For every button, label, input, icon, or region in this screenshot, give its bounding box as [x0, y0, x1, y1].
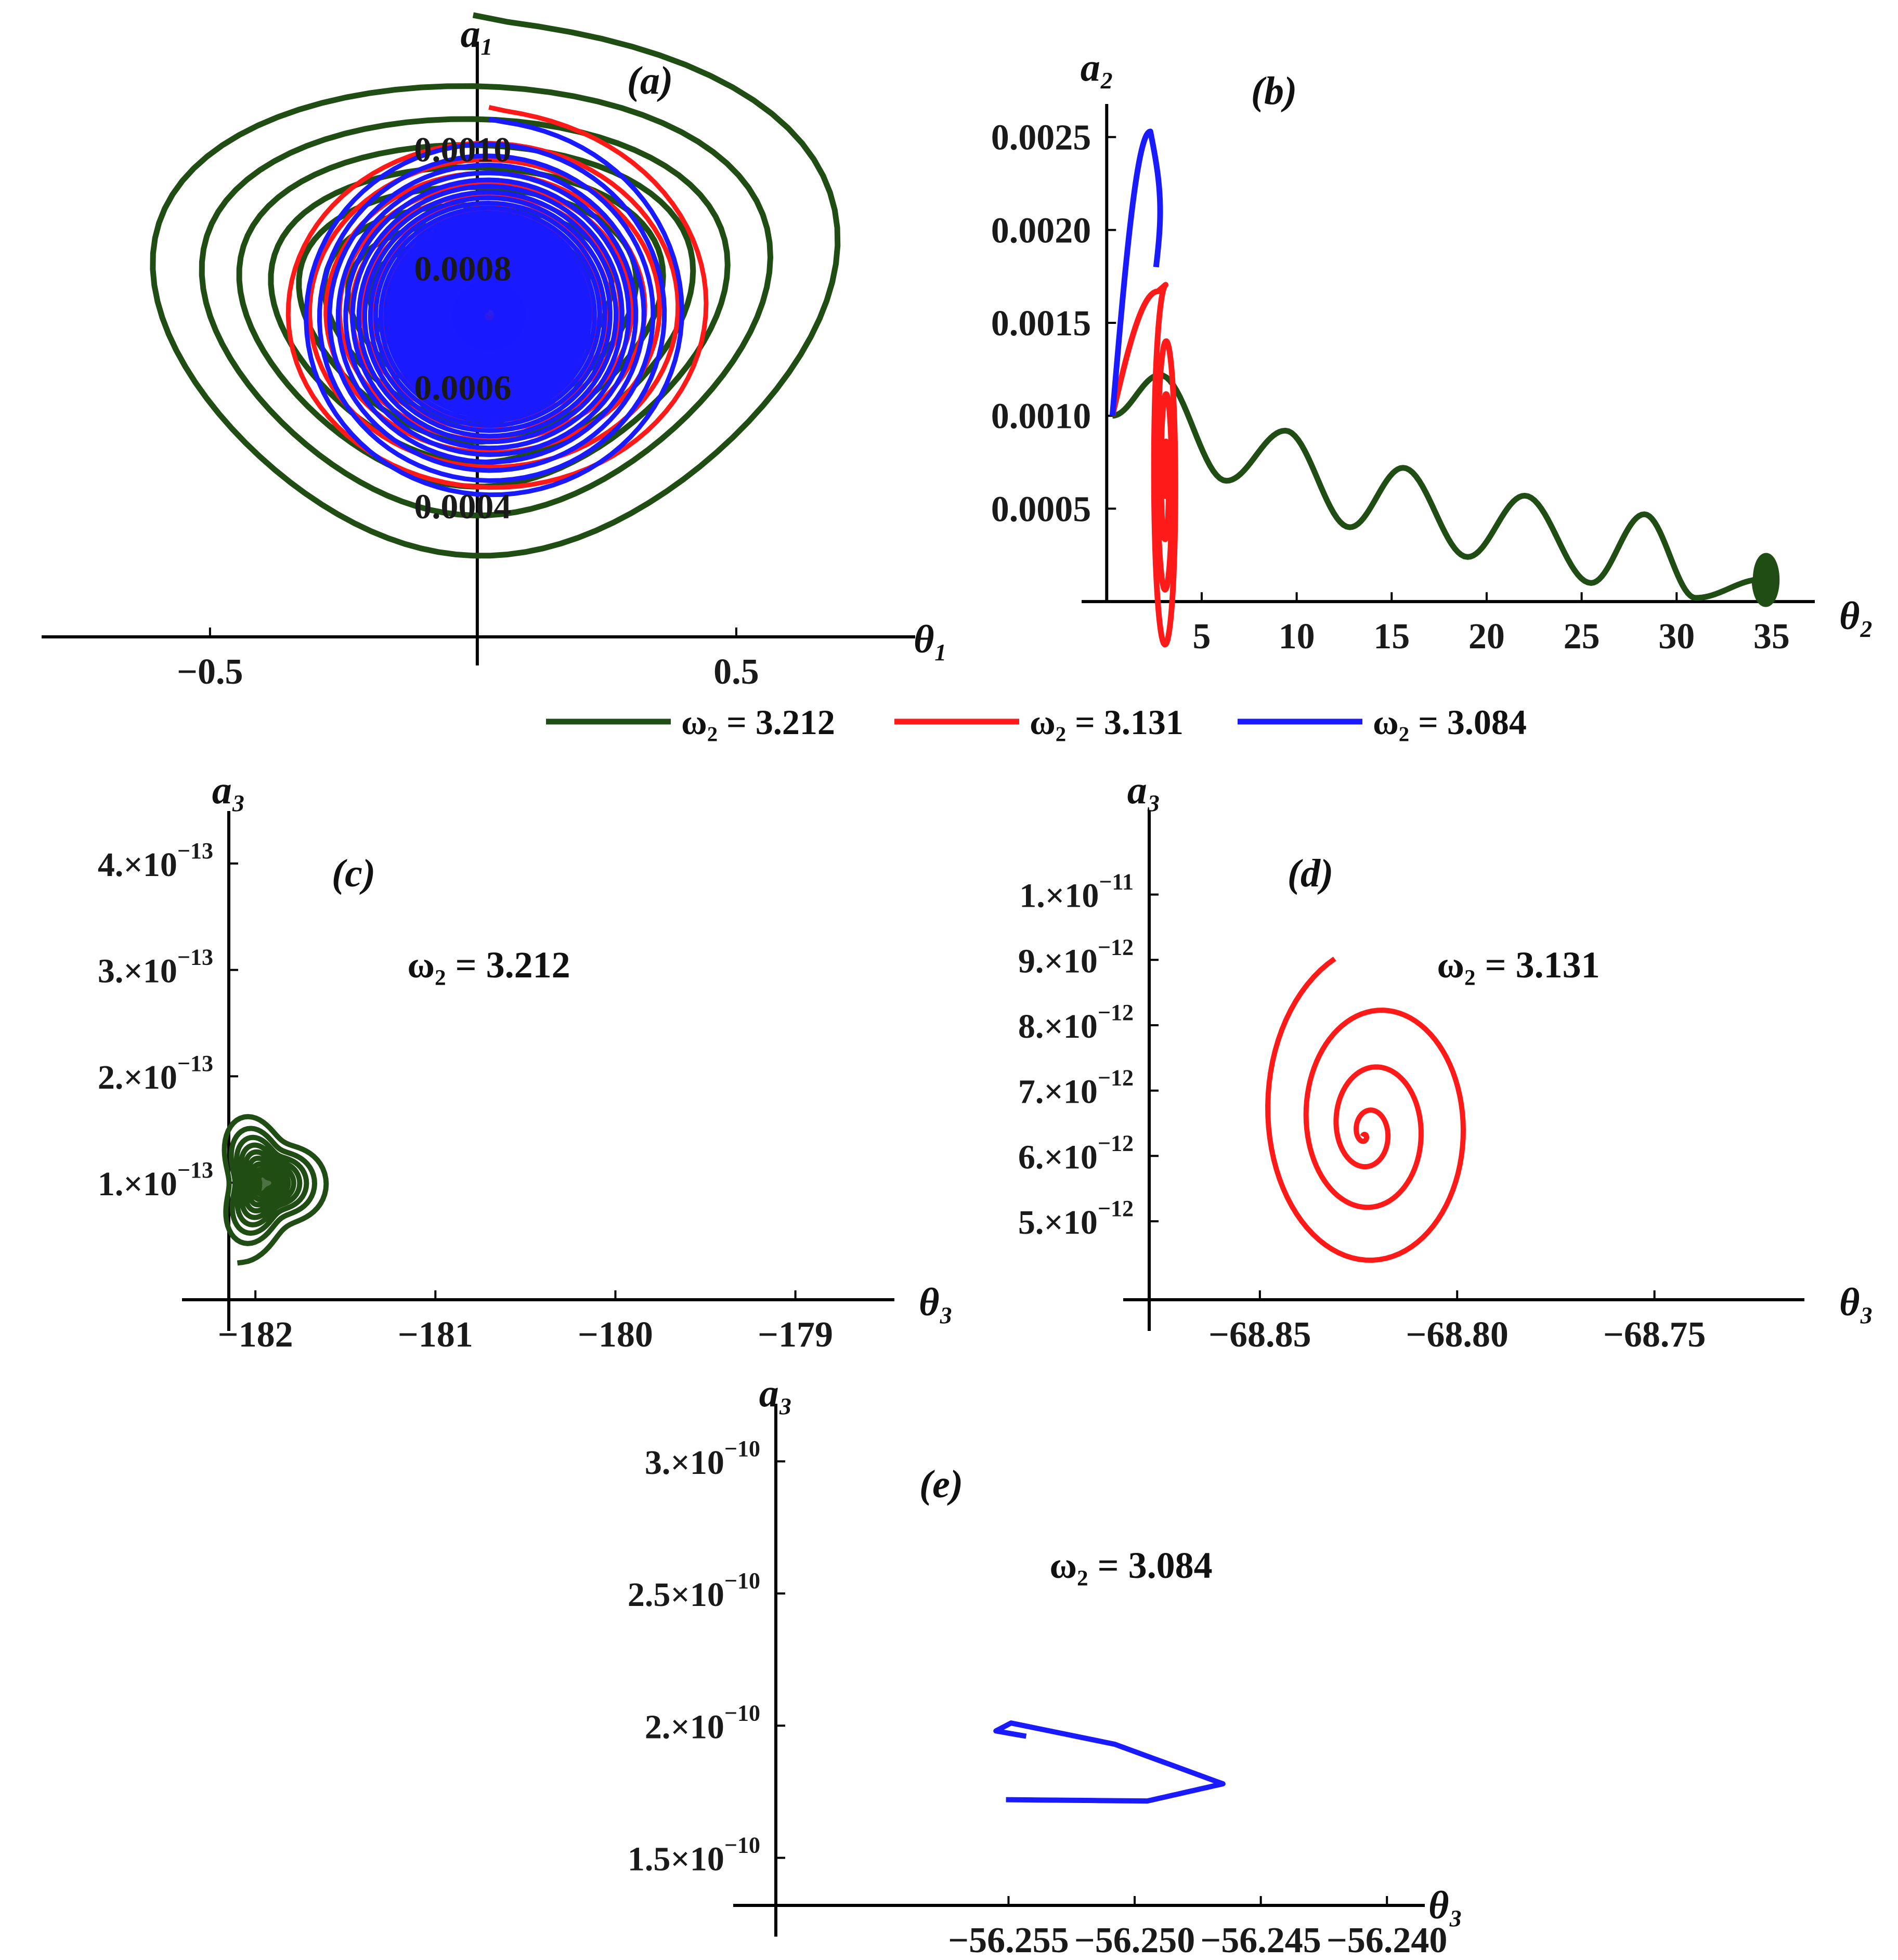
legend-label-1: ω₂ = 3.131: [1030, 702, 1184, 742]
series-c-core: [246, 1161, 283, 1204]
series-a-core-2: [452, 280, 526, 351]
panel-d: −68.85 −68.80 −68.75 5.×10−12 6.×10−12 7.×10−…: [1018, 768, 1874, 1355]
panel-label-e: (e): [919, 1462, 963, 1506]
ytick-label-e-0: 1.5×10−10: [628, 1832, 760, 1878]
xlabel-d: θ₃: [1839, 1280, 1874, 1324]
panel-label-b: (b): [1251, 69, 1297, 113]
xtick-label-c-3: −179: [758, 1315, 833, 1355]
ytick-label-b-2: 0.0015: [991, 304, 1091, 344]
ytick-label-a-3: 0.0010: [414, 130, 511, 169]
xtick-label-c-1: −181: [398, 1315, 473, 1355]
ytick-label-a-1: 0.0006: [414, 368, 511, 407]
xtick-label-e-2: −56.245: [1200, 1920, 1321, 1960]
ytick-label-c-2: 3.×10−13: [98, 945, 213, 990]
ytick-label-c-1: 2.×10−13: [98, 1051, 213, 1096]
xtick-label-b-4: 25: [1564, 617, 1600, 657]
panel-a: −0.5 0.5 0.0004 0.0006 0.0008 0.0010 a₁ θ₁ (a): [42, 12, 948, 692]
ytick-label-d-2: 7.×10−12: [1018, 1065, 1134, 1111]
ytick-label-d-3: 8.×10−12: [1018, 1000, 1134, 1046]
ytick-label-d-4: 9.×10−12: [1018, 934, 1134, 980]
xtick-label-e-0: −56.255: [948, 1920, 1069, 1960]
xtick-label-c-0: −182: [218, 1315, 293, 1355]
xtick-label-a-1: 0.5: [713, 652, 759, 692]
panel-label-d: (d): [1288, 852, 1334, 895]
ylabel-c: a₃: [212, 768, 246, 812]
xtick-label-b-0: 5: [1192, 617, 1211, 657]
series-b-2: [1109, 128, 1163, 416]
panel-e: −56.255 −56.250 −56.245 −56.240 1.5×10−10 2.×…: [628, 1371, 1463, 1960]
ytick-label-a-2: 0.0008: [414, 249, 511, 288]
ytick-label-d-1: 6.×10−12: [1018, 1130, 1134, 1176]
panel-c: −182 −181 −180 −179 1.×10−13 2.×10−13 3.×10−13…: [98, 768, 953, 1355]
xtick-label-a-0: −0.5: [177, 652, 243, 692]
xtick-label-d-1: −68.80: [1406, 1315, 1509, 1355]
ytick-label-c-3: 4.×10−13: [98, 838, 213, 884]
panel-label-c: (c): [332, 852, 375, 895]
xtick-label-e-3: −56.240: [1327, 1920, 1447, 1960]
ylabel-b: a₂: [1081, 46, 1114, 89]
panel-b: 5 10 15 20 25 30 35 0.0005 0.0010 0.0015 0.0020 0.0…: [991, 46, 1874, 657]
ytick-label-d-5: 1.×10−11: [1019, 869, 1134, 915]
annotation-d: ω₂ = 3.131: [1437, 944, 1600, 986]
annotation-e: ω₂ = 3.084: [1049, 1545, 1212, 1586]
ylabel-a: a₁: [461, 12, 495, 56]
legend-label-0: ω₂ = 3.212: [681, 702, 835, 742]
xtick-label-c-2: −180: [578, 1315, 653, 1355]
ytick-label-a-0: 0.0004: [414, 487, 511, 526]
ytick-label-b-0: 0.0005: [991, 489, 1091, 529]
ytick-label-d-0: 5.×10−12: [1018, 1196, 1134, 1242]
legend: ω₂ = 3.212 ω₂ = 3.131 ω₂ = 3.084: [546, 702, 1527, 742]
panel-label-a: (a): [627, 59, 673, 102]
ylabel-d: a₃: [1127, 768, 1161, 812]
annotation-c: ω₂ = 3.212: [407, 944, 570, 986]
ytick-label-b-1: 0.0010: [991, 397, 1091, 437]
xtick-label-b-6: 35: [1753, 617, 1790, 657]
ylabel-e: a₃: [759, 1371, 793, 1415]
legend-label-2: ω₂ = 3.084: [1373, 702, 1527, 742]
series-b-0: [1112, 372, 1780, 607]
ytick-label-c-0: 1.×10−13: [98, 1157, 213, 1203]
xtick-label-b-1: 10: [1279, 617, 1315, 657]
ytick-label-e-2: 2.5×10−10: [628, 1568, 760, 1614]
xlabel-e: θ₃: [1428, 1884, 1463, 1927]
ytick-label-b-4: 0.0025: [991, 118, 1091, 158]
ytick-label-e-3: 3.×10−10: [645, 1436, 760, 1482]
series-d-0: [1265, 957, 1466, 1263]
xtick-label-b-5: 30: [1658, 617, 1695, 657]
xtick-label-e-1: −56.250: [1074, 1920, 1195, 1960]
xtick-label-d-2: −68.75: [1603, 1315, 1706, 1355]
xlabel-a: θ₁: [914, 618, 948, 661]
series-e-0: [993, 1720, 1226, 1804]
xtick-label-b-3: 20: [1468, 617, 1505, 657]
xtick-label-d-0: −68.85: [1208, 1315, 1311, 1355]
xtick-label-b-2: 15: [1373, 617, 1410, 657]
ytick-label-e-1: 2.×10−10: [645, 1700, 760, 1746]
series-b-1: [1109, 282, 1178, 648]
xlabel-c: θ₃: [919, 1280, 953, 1324]
ytick-label-b-3: 0.0020: [991, 211, 1091, 251]
xlabel-b: θ₂: [1839, 594, 1874, 638]
